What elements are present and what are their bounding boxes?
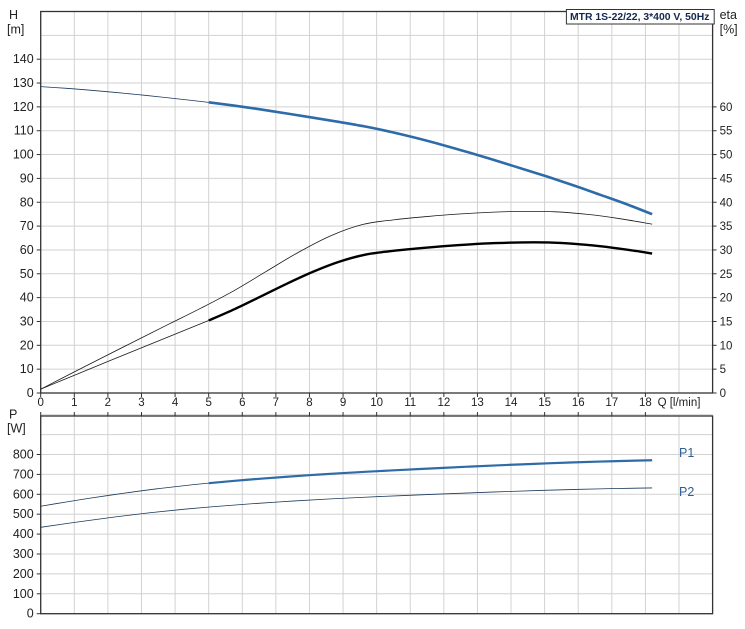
svg-text:12: 12 — [437, 397, 450, 409]
svg-text:200: 200 — [13, 567, 34, 581]
svg-text:15: 15 — [538, 397, 551, 409]
svg-text:20: 20 — [20, 338, 34, 352]
svg-text:110: 110 — [14, 124, 34, 138]
svg-text:80: 80 — [20, 195, 34, 209]
svg-text:0: 0 — [37, 397, 43, 409]
svg-text:45: 45 — [720, 173, 733, 185]
svg-text:90: 90 — [20, 171, 34, 185]
svg-text:100: 100 — [13, 148, 34, 162]
svg-text:500: 500 — [13, 507, 34, 521]
svg-text:0: 0 — [27, 607, 34, 621]
svg-text:10: 10 — [720, 340, 733, 352]
svg-text:7: 7 — [273, 397, 279, 409]
svg-text:[m]: [m] — [7, 23, 24, 37]
svg-text:50: 50 — [720, 150, 733, 162]
svg-text:10: 10 — [20, 362, 34, 376]
svg-text:120: 120 — [13, 100, 34, 114]
svg-text:20: 20 — [720, 293, 733, 305]
svg-text:14: 14 — [505, 397, 518, 409]
svg-text:5: 5 — [205, 397, 211, 409]
svg-text:16: 16 — [572, 397, 585, 409]
svg-text:[%]: [%] — [720, 23, 738, 37]
svg-text:0: 0 — [27, 386, 34, 400]
svg-text:15: 15 — [720, 316, 733, 328]
svg-text:0: 0 — [720, 388, 726, 400]
svg-text:800: 800 — [13, 448, 34, 462]
svg-text:17: 17 — [605, 397, 618, 409]
svg-text:130: 130 — [13, 76, 34, 90]
svg-text:18: 18 — [639, 397, 652, 409]
svg-text:10: 10 — [370, 397, 383, 409]
svg-text:Q [l/min]: Q [l/min] — [658, 397, 701, 409]
svg-text:1: 1 — [71, 397, 77, 409]
svg-text:25: 25 — [720, 269, 733, 281]
svg-text:700: 700 — [13, 467, 34, 481]
svg-text:5: 5 — [720, 364, 726, 376]
svg-text:P2: P2 — [679, 485, 694, 499]
svg-text:11: 11 — [404, 397, 416, 409]
svg-text:9: 9 — [340, 397, 346, 409]
svg-text:MTR 1S-22/22, 3*400 V, 50Hz: MTR 1S-22/22, 3*400 V, 50Hz — [570, 12, 709, 23]
svg-text:4: 4 — [172, 397, 179, 409]
svg-text:60: 60 — [720, 102, 733, 114]
svg-text:30: 30 — [20, 314, 34, 328]
svg-text:140: 140 — [13, 52, 34, 66]
svg-text:8: 8 — [306, 397, 312, 409]
svg-text:35: 35 — [720, 221, 733, 233]
svg-text:2: 2 — [105, 397, 111, 409]
svg-text:[W]: [W] — [7, 422, 26, 436]
svg-text:6: 6 — [239, 397, 245, 409]
svg-text:400: 400 — [13, 527, 34, 541]
svg-text:55: 55 — [720, 126, 733, 138]
svg-text:P1: P1 — [679, 446, 694, 460]
svg-text:30: 30 — [720, 245, 733, 257]
svg-text:100: 100 — [13, 587, 34, 601]
svg-text:60: 60 — [20, 243, 34, 257]
svg-text:600: 600 — [13, 487, 34, 501]
svg-text:H: H — [9, 8, 18, 22]
svg-text:300: 300 — [13, 547, 34, 561]
svg-text:50: 50 — [20, 267, 34, 281]
svg-text:13: 13 — [471, 397, 484, 409]
svg-text:3: 3 — [138, 397, 144, 409]
svg-text:40: 40 — [720, 197, 733, 209]
svg-text:eta: eta — [720, 8, 737, 22]
svg-text:P: P — [9, 407, 17, 421]
svg-text:40: 40 — [20, 291, 34, 305]
svg-text:70: 70 — [20, 219, 34, 233]
